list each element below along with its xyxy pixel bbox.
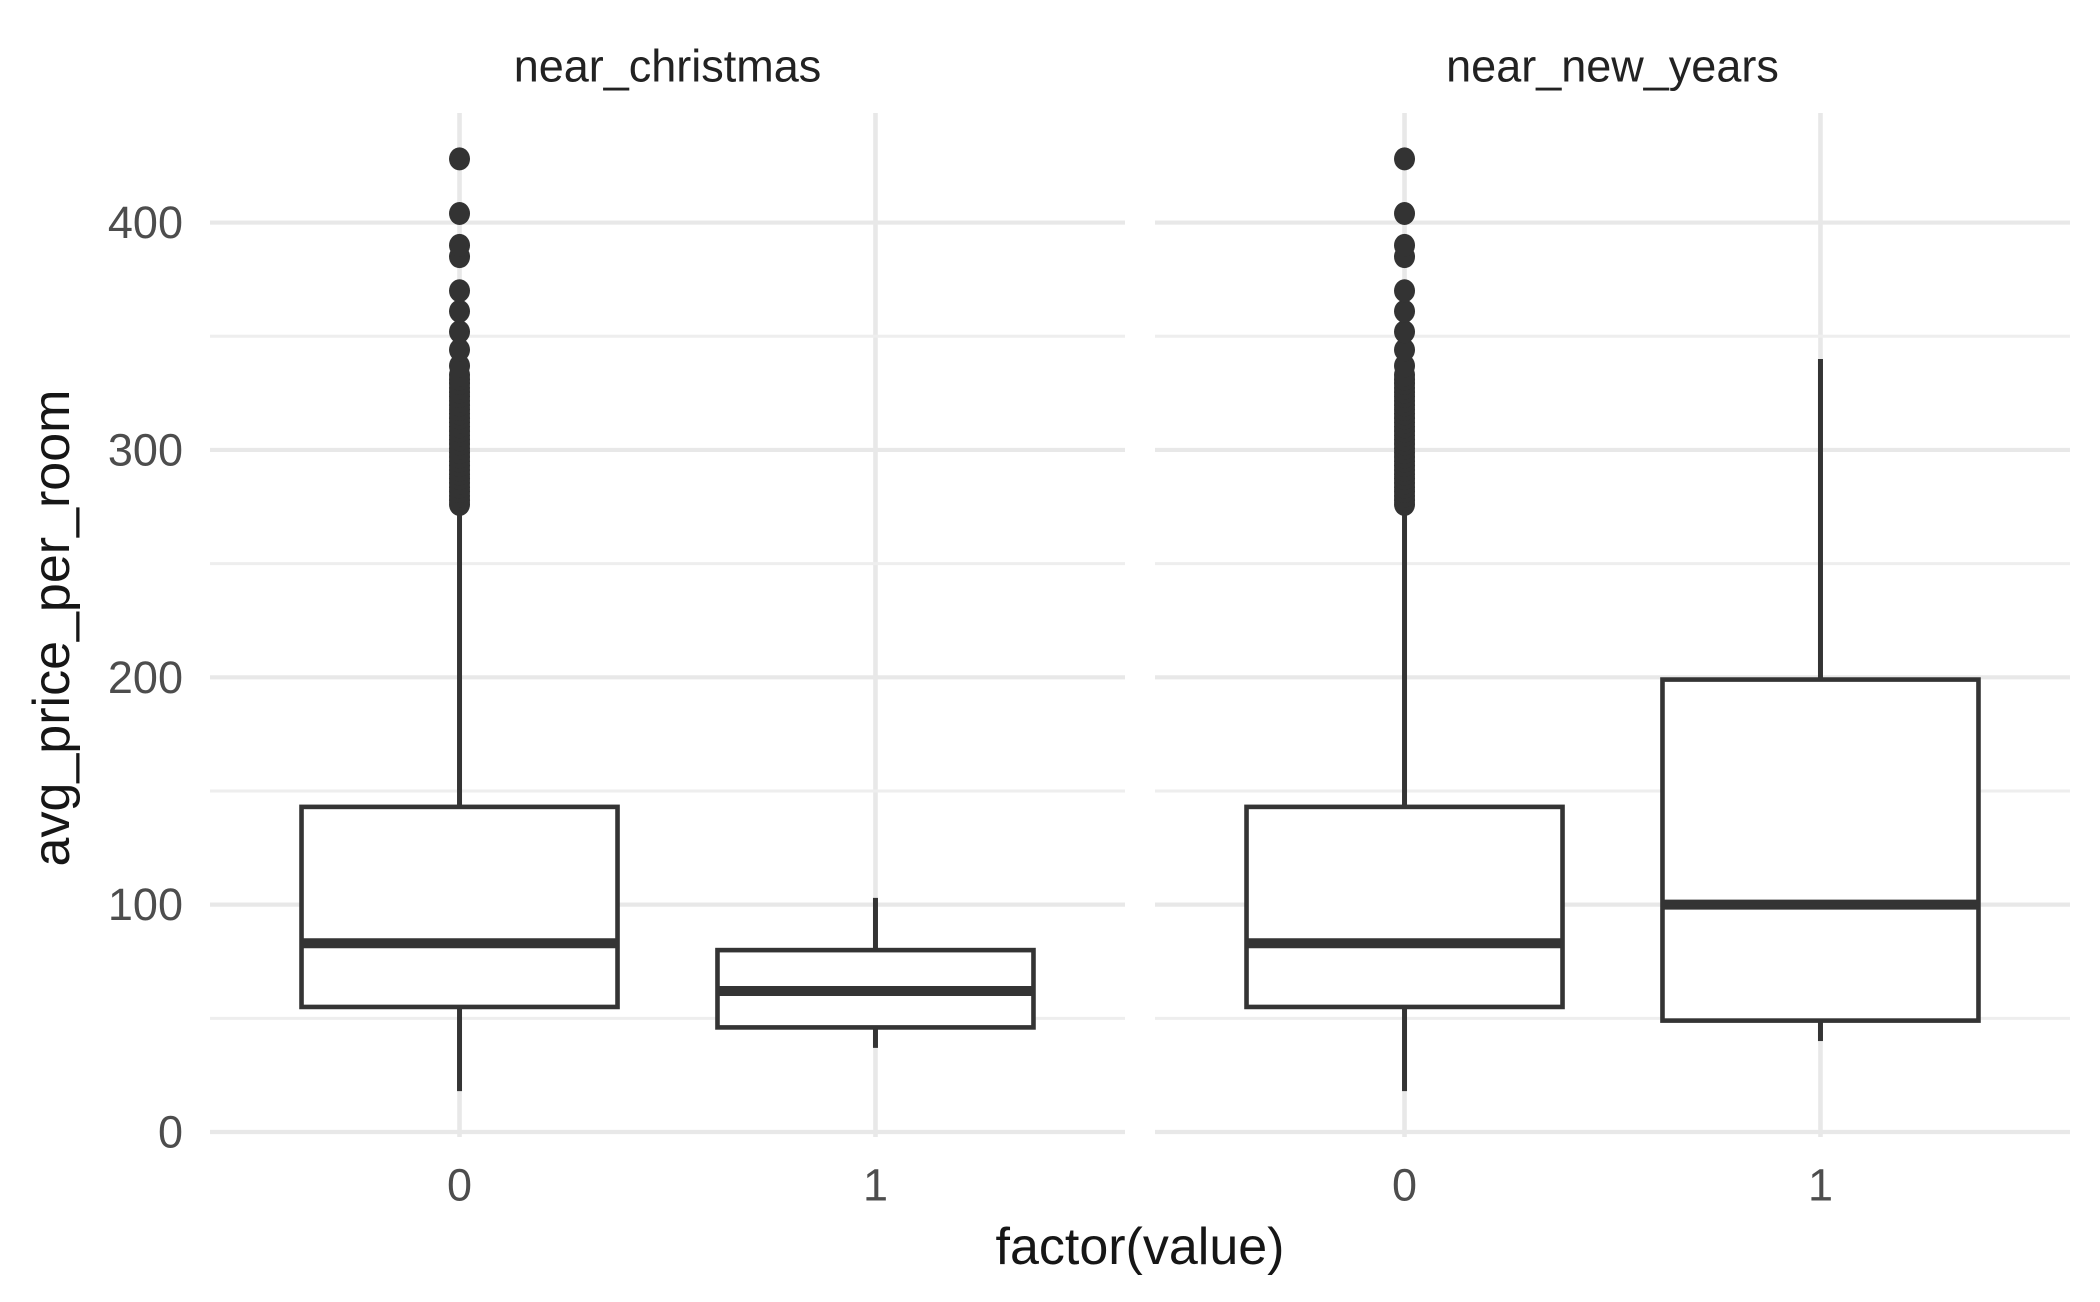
outlier-dot: [449, 233, 471, 257]
iqr-box: [1244, 804, 1565, 1010]
boxplot-near_new_years-cat0: [1244, 147, 1565, 1092]
facet-panel-near_new_years: [1155, 113, 2070, 1137]
boxplot-near_new_years-cat1: [1660, 358, 1981, 1042]
x-axis-title: factor(value): [996, 1218, 1285, 1276]
outlier-dot: [1394, 233, 1416, 257]
facet-title: near_christmas: [514, 41, 822, 92]
facet-panel-near_christmas: [210, 113, 1125, 1137]
x-tick-label: 0: [447, 1160, 472, 1211]
y-tick-label: 400: [108, 197, 183, 248]
x-tick-label: 0: [1392, 1160, 1417, 1211]
outlier-dot: [1394, 201, 1416, 225]
y-axis-title: avg_price_per_room: [23, 390, 81, 867]
outlier-dot: [449, 338, 471, 362]
outlier-dot: [1394, 147, 1416, 171]
outlier-dot: [1394, 338, 1416, 362]
y-tick-label: 300: [108, 424, 183, 475]
y-tick-label: 200: [108, 652, 183, 703]
boxplot-near_christmas-cat0: [299, 147, 620, 1092]
x-tick-label: 1: [1808, 1160, 1833, 1211]
outlier-dot: [449, 320, 471, 344]
outlier-dot: [1394, 279, 1416, 303]
outlier-dot: [449, 354, 471, 378]
boxplot-near_christmas-cat1: [715, 897, 1036, 1048]
y-tick-label: 100: [108, 879, 183, 930]
facet-title: near_new_years: [1446, 41, 1779, 92]
iqr-box: [1660, 677, 1981, 1023]
outlier-dot: [449, 201, 471, 225]
outlier-dot: [1394, 320, 1416, 344]
iqr-box: [299, 804, 620, 1010]
x-tick-label: 1: [863, 1160, 888, 1211]
outlier-dot: [449, 299, 471, 323]
outlier-dot: [1394, 299, 1416, 323]
outlier-dot: [449, 147, 471, 171]
outlier-dot: [1394, 354, 1416, 378]
y-tick-label: 0: [158, 1106, 183, 1157]
outlier-dot: [449, 279, 471, 303]
